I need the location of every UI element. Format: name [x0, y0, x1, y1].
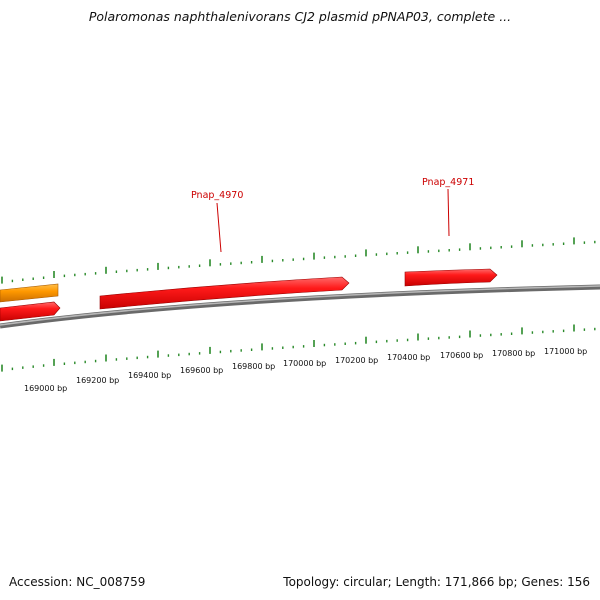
tick-label: 169400 bp	[128, 371, 171, 380]
label-leader-pnap-4970	[216, 202, 222, 253]
gene-pnap-4971[interactable]	[404, 268, 498, 287]
tick-label: 170000 bp	[283, 359, 326, 368]
tick-label: 170800 bp	[492, 349, 535, 358]
tick-label: 169200 bp	[76, 376, 119, 385]
tick-label: 169800 bp	[232, 362, 275, 371]
plasmid-backbone-highlight	[0, 285, 600, 326]
gene-label-pnap-4970[interactable]: Pnap_4970	[191, 190, 243, 201]
gene-red-left[interactable]	[0, 301, 61, 322]
tick-label: 171000 bp	[544, 347, 587, 356]
gene-pnap-4970[interactable]	[99, 276, 350, 310]
tick-labels: 169000 bp 169200 bp 169400 bp 169600 bp …	[24, 347, 587, 393]
accession-text: Accession: NC_008759	[9, 575, 146, 589]
tick-label: 170400 bp	[387, 353, 430, 362]
map-title: Polaromonas naphthalenivorans CJ2 plasmi…	[88, 9, 512, 24]
topology-summary: Topology: circular; Length: 171,866 bp; …	[283, 575, 590, 589]
gene-orange-1[interactable]	[0, 283, 59, 303]
outer-tick-ring	[1, 237, 596, 284]
tick-label: 170200 bp	[335, 356, 378, 365]
inner-tick-ring	[1, 324, 596, 372]
tick-label: 169000 bp	[24, 384, 67, 393]
label-leader-pnap-4971	[447, 188, 450, 237]
plasmid-backbone	[0, 284, 600, 329]
tick-label: 170600 bp	[440, 351, 483, 360]
tick-label: 169600 bp	[180, 366, 223, 375]
gene-label-pnap-4971[interactable]: Pnap_4971	[422, 177, 474, 188]
